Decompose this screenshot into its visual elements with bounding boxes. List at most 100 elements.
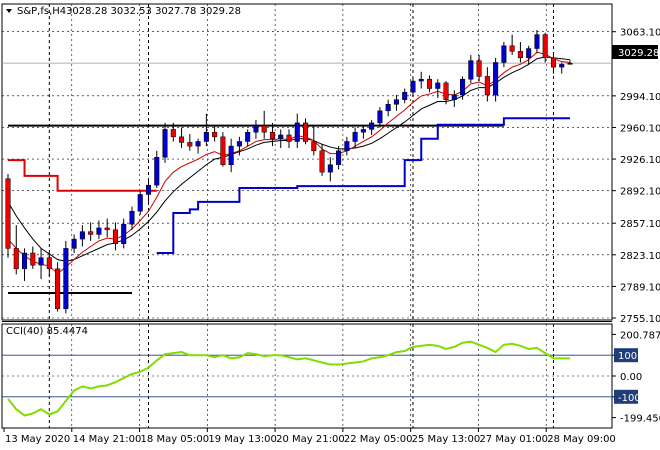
time-tick-label: 18 May 05:00 [141,434,210,445]
price-tick-label: 2892.10 [620,187,660,198]
candle-body [534,34,540,49]
candle-body [526,48,532,59]
candle-body [228,145,234,165]
cci-title: CCI(40) 85.4474 [6,326,88,337]
candle-body [154,157,160,186]
price-tag-box [612,45,658,59]
cci-tick-label: 100 [618,351,637,362]
candle-body [112,229,118,244]
candle-body [426,78,433,89]
time-tick-label: 28 May 09:00 [547,434,616,445]
candle-body [236,141,242,147]
stop-line-lower [156,117,570,255]
candle-body [435,82,441,89]
candle-body [30,252,36,266]
candle-body [88,231,94,235]
cci-tick-label: 0.00 [620,372,642,383]
candle-body [38,257,44,266]
candle-body [179,136,185,143]
time-tick-label: 19 May 13:00 [208,434,277,445]
candle-body [71,238,77,249]
candle-body [269,131,275,139]
candle-body [344,141,350,152]
price-tick-label: 2857.10 [620,219,660,230]
candle-body [418,78,424,82]
candle-body [195,141,201,147]
dropdown-arrow-icon[interactable] [6,9,12,13]
candle-body [294,122,300,142]
candle-body [253,125,259,133]
candle-body [369,122,375,130]
candle-body [402,91,408,100]
candle-body [145,184,152,195]
cci-level-tag [614,389,638,404]
candle-body [460,78,466,96]
cci-level-tag [614,348,638,363]
ohlc-readout: 3028.28 3032.53 3027.78 3029.28 [66,6,241,17]
cci-tick-label: 200.787 [620,330,660,341]
cci-pane [2,340,612,417]
candle-body [187,142,193,147]
candle-body [311,141,317,152]
candle-body [162,129,168,158]
candle-body [22,252,28,270]
symbol-label: S&P,fs,H4 [17,6,66,17]
candle-body [476,60,482,77]
candle-body [385,104,391,112]
candle-body [509,45,515,52]
cci-tick-label: -199.4507 [620,414,660,425]
candle-body [104,227,110,231]
candle-body [501,45,507,63]
price-tick-label: 2789.10 [620,282,660,293]
time-tick-label: 14 May 21:00 [73,434,142,445]
candle-body [517,51,523,59]
candle-body [5,178,11,249]
candle-body [278,134,284,139]
candle-body [96,227,102,235]
candle-body [550,57,556,68]
candle-body [46,257,52,270]
time-axis: 13 May 2020 14 May 21:00 18 May 05:00 19 Ma… [3,428,616,445]
time-tick-label: 27 May 01:00 [479,434,548,445]
candle-body [410,80,416,93]
time-tick-label: 22 May 05:00 [344,434,413,445]
price-tick-label: 2960.10 [620,123,660,134]
cci-tick-label: -100 [618,393,641,404]
price-pane-frame [1,3,613,321]
candle-body [170,129,176,138]
price-tick-label: 2755.10 [620,314,660,325]
candle-body [542,34,548,59]
candle-body [319,150,325,173]
candle-body [352,131,358,142]
candle-body [203,131,209,142]
price-tick-label: 3063.10 [620,28,660,39]
candle-body [360,129,366,133]
candle-body [468,60,474,80]
candle-body [245,131,251,142]
candle-body [220,136,226,165]
price-tag: 3029.28 [618,48,659,59]
candle-body [63,248,69,310]
candle-body [129,210,135,225]
candle-body [303,122,309,142]
stop-line-upper [8,159,157,192]
candle-body [443,82,449,100]
candle-body [327,164,333,173]
candle-body [567,62,573,65]
candle-body [121,223,127,244]
price-axis: 3063.10 2994.10 2960.10 2926.10 2892.10 2857.… [612,28,660,425]
price-pane [2,29,612,314]
candle-body [451,94,457,100]
candle-body [393,99,399,105]
candle-body [493,62,499,96]
candle-body [261,125,267,133]
candle-body [79,231,85,240]
candle-body [286,134,292,142]
candle-body [559,64,565,68]
price-tick-label: 2926.10 [620,155,660,166]
candle-body [137,194,143,212]
cci-line [7,340,570,417]
price-tick-label: 2823.10 [620,251,660,262]
